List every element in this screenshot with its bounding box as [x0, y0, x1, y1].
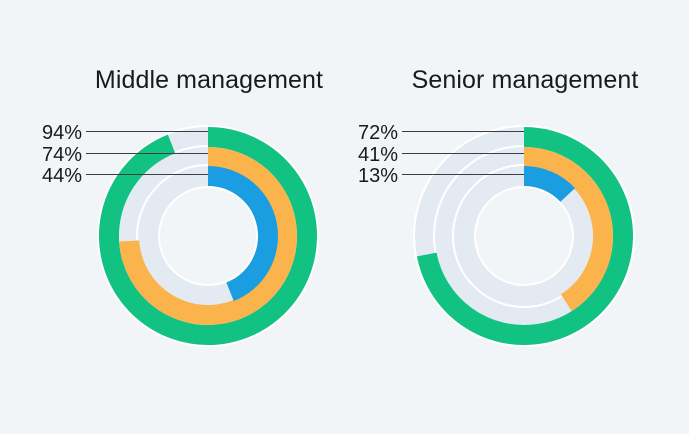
- center-hole-edge-middle-management: [158, 186, 258, 286]
- value-label-outer-middle-management: 94%: [42, 122, 82, 144]
- value-label-middle-middle-management: 74%: [42, 144, 82, 166]
- center-hole-senior-management: [475, 187, 573, 285]
- chart-title-senior-management: Senior management: [411, 66, 639, 94]
- arc-inner-middle-management: [207, 166, 278, 302]
- ring-gap-outer-senior-management: [413, 125, 635, 347]
- arc-middle-senior-management: [523, 147, 613, 312]
- ring-gap-outer-middle-management: [97, 125, 319, 347]
- center-hole-edge-senior-management: [474, 186, 574, 286]
- value-label-inner-senior-management: 13%: [358, 165, 398, 187]
- center-hole-middle-management: [159, 187, 257, 285]
- arc-outer-senior-management: [416, 127, 633, 345]
- value-label-middle-senior-management: 41%: [358, 144, 398, 166]
- value-label-outer-senior-management: 72%: [358, 122, 398, 144]
- chart-title-middle-management: Middle management: [94, 66, 324, 94]
- arc-inner-senior-management: [523, 166, 576, 203]
- arc-middle-middle-management: [119, 147, 297, 325]
- arc-outer-middle-management: [99, 127, 317, 345]
- value-label-inner-middle-management: 44%: [42, 165, 82, 187]
